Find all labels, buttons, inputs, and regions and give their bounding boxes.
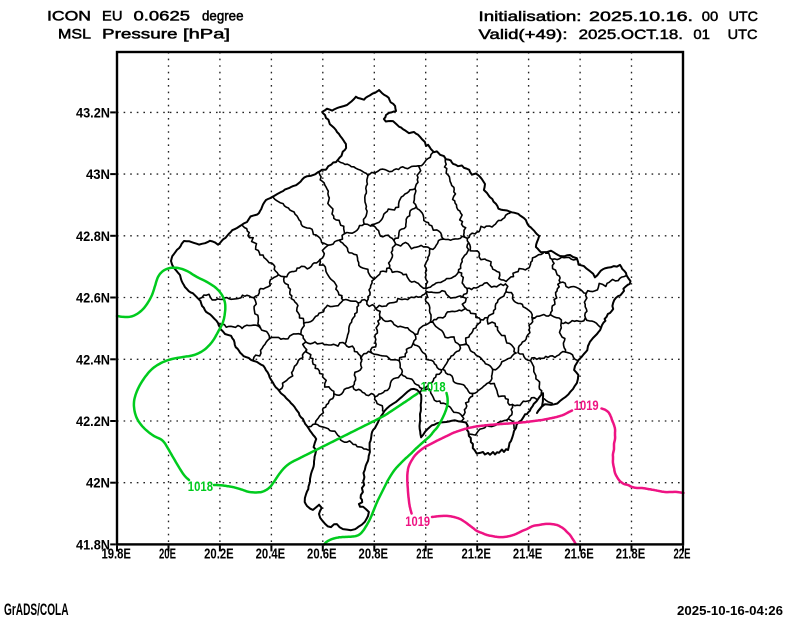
svg-text:ICON: ICON xyxy=(47,7,91,23)
svg-text:0.0625: 0.0625 xyxy=(134,7,191,23)
svg-text:MSL: MSL xyxy=(58,25,91,41)
svg-text:01: 01 xyxy=(693,26,710,42)
svg-text:00: 00 xyxy=(702,8,719,24)
svg-text:42.4N: 42.4N xyxy=(76,351,110,367)
svg-text:43.2N: 43.2N xyxy=(76,104,110,120)
svg-text:42.6N: 42.6N xyxy=(76,290,110,306)
svg-text:degree: degree xyxy=(202,7,244,23)
svg-text:21.4E: 21.4E xyxy=(513,547,543,563)
svg-text:42N: 42N xyxy=(86,475,110,491)
svg-text:GrADS/COLA: GrADS/COLA xyxy=(4,601,69,618)
svg-text:41.8N: 41.8N xyxy=(76,536,110,552)
svg-text:Pressure: Pressure xyxy=(102,25,178,41)
svg-text:2025.10.16.: 2025.10.16. xyxy=(589,8,693,24)
svg-text:1018: 1018 xyxy=(421,378,446,394)
svg-text:1018: 1018 xyxy=(188,478,213,494)
svg-text:20.6E: 20.6E xyxy=(307,547,337,563)
svg-text:19.8E: 19.8E xyxy=(101,547,131,563)
svg-text:21.8E: 21.8E xyxy=(616,547,646,563)
svg-text:1019: 1019 xyxy=(405,513,430,529)
svg-text:22E: 22E xyxy=(674,547,691,563)
svg-text:2025.OCT.18.: 2025.OCT.18. xyxy=(579,26,683,42)
svg-text:21.2E: 21.2E xyxy=(461,547,491,563)
svg-text:20.2E: 20.2E xyxy=(204,547,234,563)
svg-text:[hPa]: [hPa] xyxy=(183,25,230,41)
svg-text:42.8N: 42.8N xyxy=(76,228,110,244)
svg-text:42.2N: 42.2N xyxy=(76,413,110,429)
svg-text:20E: 20E xyxy=(159,547,176,563)
svg-text:2025-10-16-04:26: 2025-10-16-04:26 xyxy=(677,603,783,618)
svg-text:Valid(+49):: Valid(+49): xyxy=(479,26,568,42)
svg-text:21E: 21E xyxy=(416,547,433,563)
svg-text:43N: 43N xyxy=(86,166,110,182)
svg-text:UTC: UTC xyxy=(729,8,758,24)
svg-text:20.8E: 20.8E xyxy=(359,547,389,563)
svg-text:1019: 1019 xyxy=(574,397,599,413)
svg-text:Initialisation:: Initialisation: xyxy=(479,8,582,24)
svg-text:21.6E: 21.6E xyxy=(564,547,594,563)
svg-text:UTC: UTC xyxy=(728,26,758,42)
svg-text:EU: EU xyxy=(102,7,123,23)
svg-text:20.4E: 20.4E xyxy=(256,547,286,563)
